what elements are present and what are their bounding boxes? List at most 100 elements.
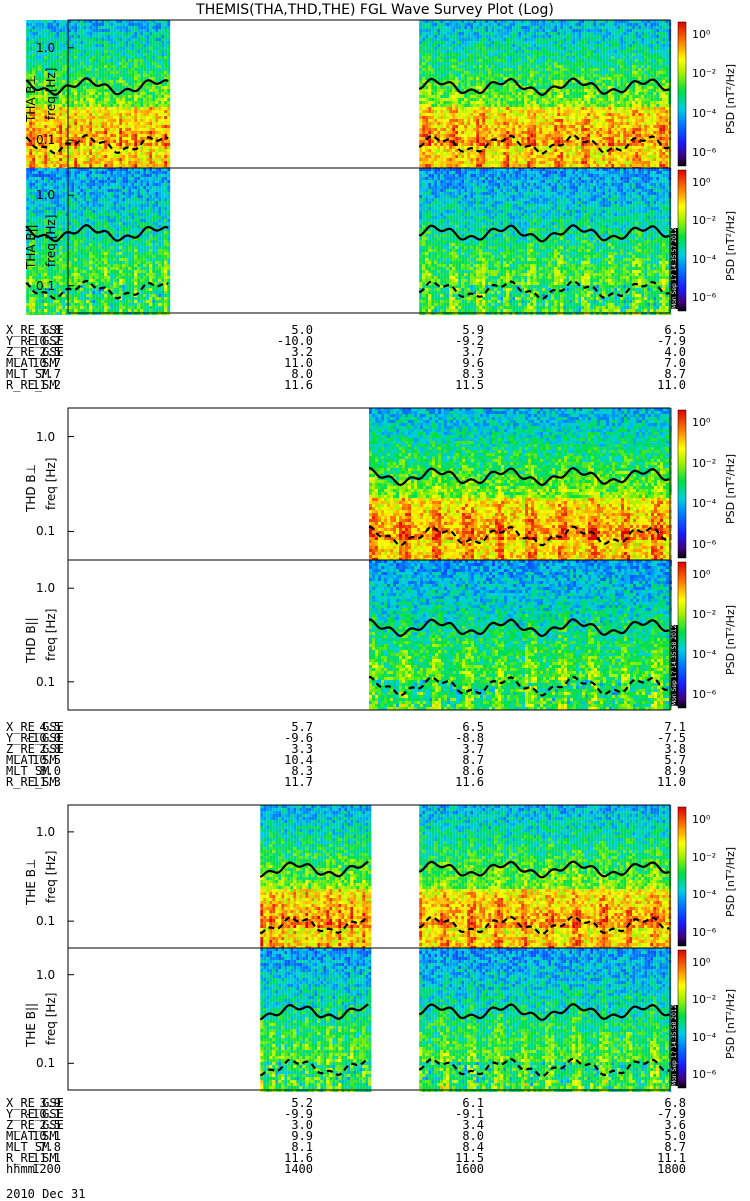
- colorbar-label: PSD [nT²/Hz]: [724, 605, 737, 675]
- colorbar-tick-label: 10⁰: [692, 28, 710, 41]
- panel-the-1: [68, 948, 686, 1092]
- date-label: 2010 Dec 31: [6, 1188, 85, 1200]
- colorbar-tick-label: 10⁻⁴: [692, 888, 716, 901]
- panel-ylabel: THA B⊥: [24, 75, 38, 122]
- y-tick-label: 1.0: [36, 188, 55, 202]
- y-tick-label: 1.0: [36, 430, 55, 444]
- colorbar-tick-label: 10⁻⁴: [692, 497, 716, 510]
- ephemeris-value: 11.0: [640, 380, 686, 391]
- colorbar-tick-label: 10⁰: [692, 568, 710, 581]
- panel-ylabel: THD B||: [24, 617, 38, 663]
- colorbar-tick-label: 10⁻⁶: [692, 146, 716, 159]
- colorbar-tick-label: 10⁻²: [692, 67, 716, 80]
- ephemeris-value: 1800: [640, 1164, 686, 1175]
- y-tick-label: 0.1: [36, 524, 55, 538]
- colorbar-label: PSD [nT²/Hz]: [724, 64, 737, 134]
- colorbar-tick-label: 10⁻⁶: [692, 1068, 716, 1081]
- panel-thd-1: [68, 560, 686, 710]
- panel-ylabel: THA B||: [24, 224, 38, 269]
- colorbar: [678, 22, 686, 166]
- colorbar: [678, 950, 686, 1088]
- y-tick-label: 0.1: [36, 279, 55, 293]
- colorbar-tick-label: 10⁻⁶: [692, 688, 716, 701]
- ephemeris-row: Y_RE_GSE-10.2-10.0-9.2-7.9: [6, 336, 696, 347]
- colorbar-tick-label: 10⁻⁶: [692, 926, 716, 939]
- ephemeris-value: 11.0: [640, 777, 686, 788]
- colorbar-tick-label: 10⁻²: [692, 993, 716, 1006]
- y-tick-label: 0.1: [36, 675, 55, 689]
- panel-ylabel: THE B⊥: [24, 858, 38, 904]
- y-tick-label: 0.1: [36, 133, 55, 147]
- freq-label: freq [Hz]: [44, 609, 58, 661]
- panel-ylabel: THE B||: [24, 1003, 38, 1047]
- ephemeris-row: Y_RE_GSE-10.0-9.6-8.8-7.5: [6, 733, 696, 744]
- y-tick-label: 0.1: [36, 914, 55, 928]
- panel-ylabel: THD B⊥: [24, 464, 38, 512]
- colorbar-label: PSD [nT²/Hz]: [724, 454, 737, 524]
- y-tick-label: 1.0: [36, 968, 55, 982]
- colorbar-tick-label: 10⁰: [692, 176, 710, 189]
- ephemeris-value: 11.6: [438, 777, 484, 788]
- ephemeris-value: 11.6: [267, 380, 313, 391]
- freq-label: freq [Hz]: [44, 458, 58, 510]
- colorbar-label: PSD [nT²/Hz]: [724, 210, 737, 280]
- colorbar-tick-label: 10⁻²: [692, 608, 716, 621]
- colorbar: [678, 807, 686, 946]
- colorbar-tick-label: 10⁰: [692, 416, 710, 429]
- colorbar-tick-label: 10⁻⁶: [692, 291, 716, 304]
- colorbar: [678, 170, 686, 311]
- freq-label: freq [Hz]: [44, 214, 58, 266]
- colorbar-tick-label: 10⁻⁴: [692, 107, 716, 120]
- colorbar-tick-label: 10⁻⁴: [692, 648, 716, 661]
- ephemeris-value: 1200: [15, 1164, 61, 1175]
- y-tick-label: 1.0: [36, 825, 55, 839]
- freq-label: freq [Hz]: [44, 850, 58, 902]
- colorbar-tick-label: 10⁰: [692, 956, 710, 969]
- panel-the-0: [68, 805, 686, 949]
- y-tick-label: 1.0: [36, 41, 55, 55]
- ephemeris-value: 11.3: [15, 777, 61, 788]
- ephemeris-value: 11.5: [438, 380, 484, 391]
- freq-label: freq [Hz]: [44, 993, 58, 1045]
- timestamp-stamp: Mon Sep 17 14:35:58 2012: [671, 625, 678, 706]
- colorbar: [678, 410, 686, 558]
- y-tick-label: 1.0: [36, 581, 55, 595]
- timestamp-stamp: Mon Sep 17 14:35:58 2012: [671, 1005, 678, 1086]
- freq-label: freq [Hz]: [44, 68, 58, 120]
- colorbar-tick-label: 10⁻⁶: [692, 538, 716, 551]
- ephemeris-value: 11.7: [267, 777, 313, 788]
- timestamp-stamp: Mon Sep 17 14:35:57 2012: [671, 228, 678, 309]
- panel-tha-0: [26, 20, 686, 170]
- colorbar: [678, 562, 686, 708]
- colorbar-tick-label: 10⁰: [692, 813, 710, 826]
- ephemeris-value: 11.2: [15, 380, 61, 391]
- panel-tha-1: [26, 168, 686, 315]
- colorbar-label: PSD [nT²/Hz]: [724, 846, 737, 916]
- colorbar-label: PSD [nT²/Hz]: [724, 989, 737, 1059]
- ephemeris-value: 1400: [267, 1164, 313, 1175]
- ephemeris-value: 1600: [438, 1164, 484, 1175]
- colorbar-tick-label: 10⁻²: [692, 851, 716, 864]
- ephemeris-row: Y_RE_GSE-10.1-9.9-9.1-7.9: [6, 1109, 696, 1120]
- colorbar-tick-label: 10⁻⁴: [692, 1031, 716, 1044]
- colorbar-tick-label: 10⁻²: [692, 457, 716, 470]
